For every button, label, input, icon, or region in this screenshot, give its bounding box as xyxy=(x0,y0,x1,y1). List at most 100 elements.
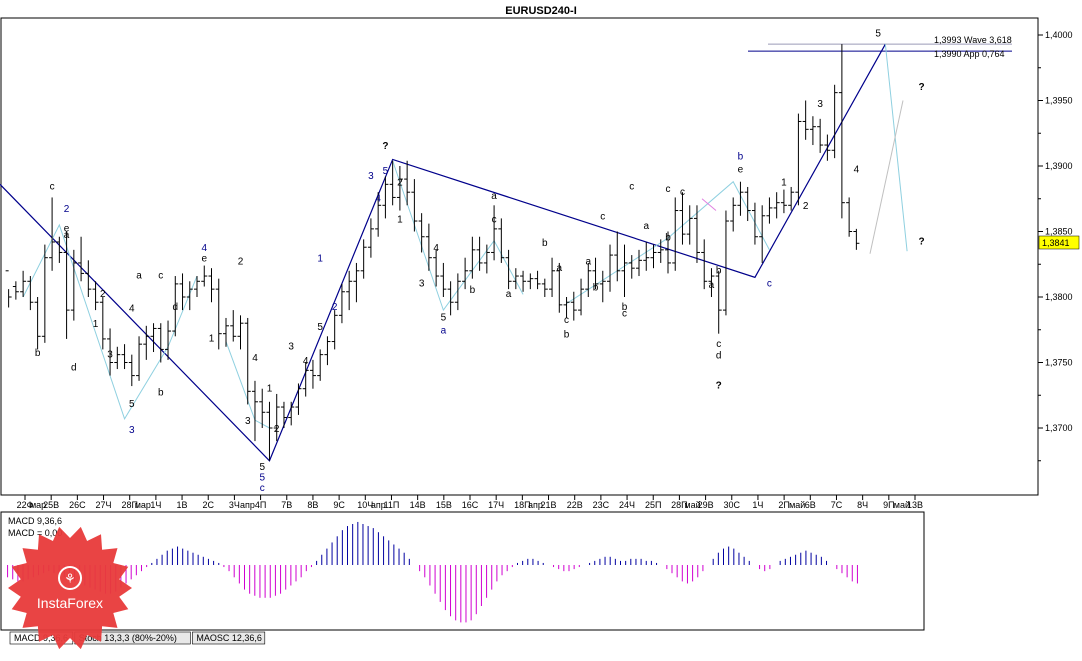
price-bar xyxy=(273,393,280,442)
price-bar xyxy=(411,179,418,232)
wave-label: e xyxy=(64,224,70,235)
wave-label: 3 xyxy=(107,349,113,360)
price-bar xyxy=(693,205,700,263)
x-tick-label: 22В xyxy=(567,500,583,510)
price-bar xyxy=(70,249,77,321)
wave-label: 4 xyxy=(129,303,135,314)
price-bar xyxy=(831,84,838,159)
x-tick-label: 9С xyxy=(333,500,345,510)
x-tick-label: 2С xyxy=(202,500,214,510)
y-tick-label: 1,3900 xyxy=(1045,161,1073,171)
wave-label: b xyxy=(665,233,671,244)
wave-label: c xyxy=(665,184,670,195)
tab-label: Stoch 13,3,3 (80%-20%) xyxy=(79,633,177,643)
price-bar xyxy=(824,134,831,161)
wave-label: 2 xyxy=(238,256,244,267)
wave-label: a xyxy=(709,280,715,291)
wave-label: d xyxy=(71,362,77,373)
x-month-label: мар xyxy=(30,500,46,510)
current-price-label: 1,3841 xyxy=(1042,238,1070,248)
price-bar xyxy=(549,257,556,297)
wave-label: 4 xyxy=(375,193,381,204)
price-bar xyxy=(425,223,432,271)
wave-label: 5 xyxy=(317,322,323,333)
price-bar xyxy=(49,197,56,271)
wave-label: b xyxy=(593,282,599,293)
y-tick-label: 1,3750 xyxy=(1045,358,1073,368)
price-bar xyxy=(766,197,773,224)
wave-label: c xyxy=(680,187,685,198)
wave-label: 4 xyxy=(201,243,207,254)
chart-title: EURUSD240-I xyxy=(505,5,577,17)
price-bar xyxy=(34,297,41,350)
price-bar xyxy=(295,383,302,415)
wave-labels: c2ebda214353abcd4e123455c1234512345?2134… xyxy=(35,28,925,494)
price-bar xyxy=(179,273,186,311)
price-bar xyxy=(592,257,599,290)
wave-label: 1 xyxy=(209,334,215,345)
x-tick-label: 4П xyxy=(255,500,266,510)
price-bar xyxy=(541,278,548,297)
price-bar xyxy=(360,239,367,279)
price-bar xyxy=(809,116,816,146)
wave-label: 2 xyxy=(100,289,106,300)
x-tick-label: 16С xyxy=(462,500,479,510)
tab-background xyxy=(192,631,266,645)
wave-label: 5 xyxy=(441,313,447,324)
x-month-label: май xyxy=(789,500,805,510)
wave-label: a xyxy=(643,221,649,232)
wave-label: c xyxy=(716,339,721,350)
wave-label: 2 xyxy=(274,424,280,435)
x-tick-label: 7С xyxy=(831,500,843,510)
wave-label: b xyxy=(542,238,548,249)
price-bar xyxy=(201,265,208,287)
wave-label: c xyxy=(767,279,772,290)
price-bar xyxy=(143,325,150,360)
wave-label: 5 xyxy=(129,399,135,410)
price-bar xyxy=(744,186,751,222)
price-bar xyxy=(520,270,527,292)
price-bar xyxy=(636,249,643,277)
wave-label: 4 xyxy=(854,165,860,176)
x-tick-label: 14В xyxy=(410,500,426,510)
price-bar xyxy=(346,270,353,311)
indicator-plot-frame xyxy=(0,511,925,631)
wave-label: 5 xyxy=(259,472,265,483)
price-bar xyxy=(56,236,63,263)
x-tick-label: 1Ч xyxy=(150,500,161,510)
price-bar xyxy=(317,349,324,381)
wave-label: 1 xyxy=(397,214,403,225)
price-bar xyxy=(389,160,396,206)
indicator-value: MACD = 0,00 xyxy=(8,528,62,538)
price-bar xyxy=(491,205,498,261)
price-bar xyxy=(469,236,476,279)
price-bar xyxy=(230,310,237,342)
wave-label: e xyxy=(201,254,207,265)
price-bar xyxy=(607,244,614,292)
x-tick-label: 21В xyxy=(541,500,557,510)
wave-label: 4 xyxy=(433,243,439,254)
price-bar xyxy=(483,244,490,274)
sub-wave-line xyxy=(701,198,717,211)
price-bar xyxy=(751,202,758,245)
price-bar xyxy=(650,244,657,269)
wave-label: c xyxy=(622,309,627,320)
wave-label: 3 xyxy=(368,171,374,182)
price-bar xyxy=(599,270,606,303)
price-bars xyxy=(5,44,860,461)
price-bar xyxy=(462,257,469,290)
wave-label: 5 xyxy=(875,28,881,39)
wave-label: 4 xyxy=(252,353,258,364)
wave-label: 2 xyxy=(397,178,403,189)
wave-label: 1 xyxy=(781,178,787,189)
wave-label: ? xyxy=(919,237,925,248)
x-tick-label: 1В xyxy=(177,500,188,510)
wave-label: ? xyxy=(919,82,925,93)
price-bar xyxy=(165,320,172,360)
wave-label: 3 xyxy=(288,341,294,352)
price-bar xyxy=(817,118,824,153)
price-bar xyxy=(107,328,114,376)
price-bar xyxy=(556,262,563,313)
price-bar xyxy=(85,260,92,297)
y-tick-label: 1,3700 xyxy=(1045,423,1073,433)
